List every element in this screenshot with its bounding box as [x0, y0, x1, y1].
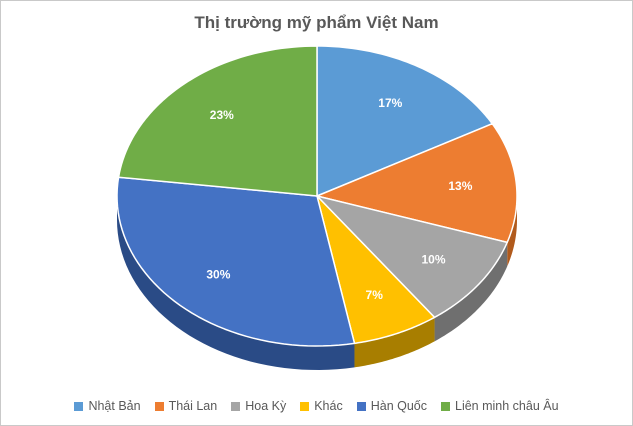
legend-item-4: Hàn Quốc [356, 399, 427, 413]
pie-slice-2 [316, 195, 508, 319]
data-label-5: 23% [210, 108, 234, 122]
pie-slice-4 [116, 176, 356, 347]
legend-item-5: Liên minh châu Âu [441, 399, 559, 413]
data-label-1: 13% [448, 179, 472, 193]
legend-item-1: Thái Lan [154, 399, 218, 413]
legend-item-0: Nhật Bản [74, 399, 141, 413]
legend-label: Hoa Kỳ [245, 399, 287, 413]
legend-label: Hàn Quốc [370, 399, 427, 413]
legend-swatch [74, 401, 84, 411]
legend-item-2: Hoa Kỳ [231, 399, 286, 413]
pie-slice-1 [316, 122, 518, 244]
legend-label: Khác [314, 399, 343, 413]
chart-title: Thị trường mỹ phẩm Việt Nam [194, 13, 439, 32]
legend-swatch [356, 401, 366, 411]
legend-swatch [231, 401, 241, 411]
pie-side-4 [117, 196, 355, 370]
legend-label: Nhật Bản [88, 399, 141, 413]
legend-label: Thái Lan [168, 399, 218, 413]
data-label-0: 17% [378, 96, 402, 110]
chart-legend: Nhật Bản Thái Lan Hoa Kỳ Khác Hàn Quốc Liên m… [1, 399, 632, 413]
pie-slice-3 [316, 195, 436, 345]
data-label-2: 10% [421, 253, 445, 267]
pie-slice-0 [316, 45, 494, 197]
legend-swatch [154, 401, 164, 411]
data-label-3: 7% [366, 288, 384, 302]
data-label-4: 30% [206, 268, 230, 282]
pie-slice-5 [117, 45, 318, 197]
pie-side-3 [354, 317, 435, 368]
legend-item-3: Khác [300, 399, 343, 413]
legend-swatch [300, 401, 310, 411]
legend-label: Liên minh châu Âu [455, 399, 559, 413]
legend-swatch [441, 401, 450, 411]
pie-chart: 17% 13% 10% 7% 30% 23% [116, 45, 518, 370]
